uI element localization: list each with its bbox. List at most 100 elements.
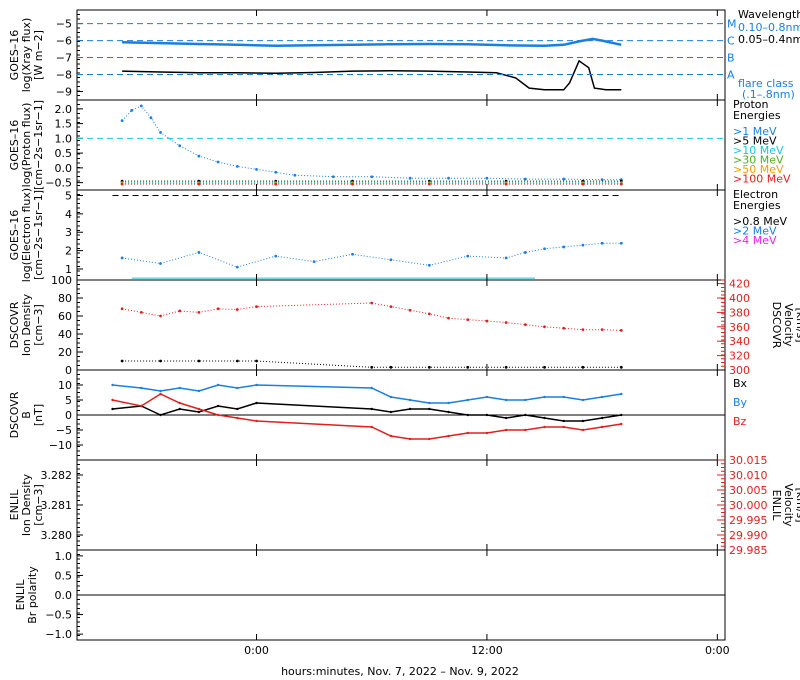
flare-class-label: M: [727, 18, 737, 31]
data-point: [255, 305, 258, 309]
data-point: [523, 177, 527, 181]
y2-axis-label: DSCOVR: [770, 302, 783, 349]
y-axis-label: DSCOVR: [8, 301, 21, 348]
data-point: [370, 301, 374, 305]
y-axis-label: [cm−3]: [32, 304, 45, 346]
data-point: [120, 256, 124, 260]
data-point: [524, 413, 527, 417]
data-point: [197, 251, 201, 254]
y2-tick-label: 30.015: [729, 454, 768, 467]
data-point: [408, 407, 412, 411]
data-point: [562, 245, 566, 249]
y-tick-label: −5: [56, 424, 72, 437]
legend-title: Energies: [733, 199, 781, 212]
data-point: [543, 425, 546, 429]
data-point: [370, 425, 373, 429]
data-point: [562, 326, 566, 330]
data-point: [370, 175, 374, 179]
data-point: [139, 311, 143, 314]
y-tick-label: 1: [65, 263, 72, 276]
data-point: [543, 416, 546, 420]
legend-entry: 0.10–0.8nm: [738, 21, 800, 34]
y-axis-label: ENLIL: [8, 489, 21, 521]
data-point: [274, 182, 278, 186]
legend-entry: >100 MeV: [733, 173, 791, 186]
y2-tick-label: 420: [729, 278, 750, 291]
y2-tick-label: 400: [729, 292, 750, 305]
y-tick-label: 1.0: [55, 132, 73, 145]
data-point: [600, 328, 604, 332]
x-axis-label: hours:minutes, Nov. 7, 2022 – Nov. 9, 20…: [281, 665, 519, 678]
data-point: [255, 167, 258, 171]
y2-tick-label: 29.990: [729, 529, 768, 542]
data-point: [255, 401, 258, 405]
y2-axis-label: [km/s]: [794, 307, 800, 342]
data-point: [111, 383, 114, 387]
y-axis-label: log(Xray flux): [20, 18, 33, 93]
data-point: [447, 434, 450, 438]
data-point: [159, 314, 162, 318]
y2-tick-label: 29.995: [729, 514, 768, 527]
data-point: [389, 410, 393, 414]
data-point: [581, 328, 585, 332]
data-point: [235, 308, 239, 311]
legend-title: Electron: [733, 188, 778, 201]
data-point: [408, 398, 412, 402]
data-point: [159, 392, 162, 396]
y-axis-label: log(Electron flux): [20, 188, 33, 282]
y-tick-label: 0.5: [55, 569, 73, 582]
y-tick-label: 3.280: [41, 529, 73, 542]
y-axis-label: Ion Density: [20, 293, 33, 356]
y-tick-label: −5: [56, 18, 72, 31]
data-point: [581, 243, 585, 247]
data-point: [255, 419, 258, 423]
y-axis-label: [cm−2s−1sr−1]: [32, 190, 45, 280]
data-point: [236, 407, 239, 411]
data-point: [600, 241, 604, 245]
data-point: [389, 305, 393, 309]
data-point: [274, 254, 278, 258]
y2-tick-label: 380: [729, 306, 750, 319]
data-point: [389, 434, 393, 438]
data-point: [485, 319, 489, 323]
data-point: [581, 398, 585, 402]
legend-entry: >10 MeV: [733, 144, 784, 157]
data-point: [178, 401, 181, 405]
data-point: [485, 413, 489, 417]
data-point: [466, 254, 470, 258]
data-point: [485, 431, 489, 435]
legend-entry: >5 MeV: [733, 135, 777, 148]
y-tick-label: 100: [51, 274, 72, 287]
data-point: [408, 176, 412, 180]
legend-entry: >0.8 MeV: [733, 215, 787, 228]
data-point: [159, 413, 162, 417]
data-point: [619, 241, 623, 245]
y2-tick-label: 360: [729, 321, 750, 334]
y2-axis-label: [km/s]: [794, 487, 800, 522]
data-point: [235, 359, 239, 363]
data-point: [543, 325, 546, 329]
y-tick-label: 60: [58, 310, 72, 323]
y-axis-label: DSCOVR: [8, 391, 21, 438]
series-line-3-1: [122, 302, 622, 331]
data-point: [111, 407, 114, 411]
y-axis-label: GOES–16: [8, 210, 21, 261]
data-point: [408, 437, 412, 441]
legend-entry: Bx: [733, 377, 748, 390]
data-point: [216, 160, 220, 164]
y-tick-label: 0.0: [55, 162, 73, 175]
y-tick-label: 0.0: [55, 589, 73, 602]
data-point: [120, 307, 124, 311]
data-point: [619, 329, 623, 332]
flare-class-caption: flare class: [738, 77, 794, 90]
data-point: [620, 392, 623, 396]
y-axis-label: [nT]: [32, 404, 45, 426]
data-point: [485, 395, 489, 399]
legend-title: Energies: [733, 109, 781, 122]
y2-tick-label: 30.000: [729, 499, 768, 512]
data-point: [562, 395, 565, 399]
y-axis-label: Br polarity: [26, 566, 39, 624]
data-point: [140, 404, 143, 408]
y2-tick-label: 320: [729, 350, 750, 363]
data-point: [370, 365, 374, 369]
